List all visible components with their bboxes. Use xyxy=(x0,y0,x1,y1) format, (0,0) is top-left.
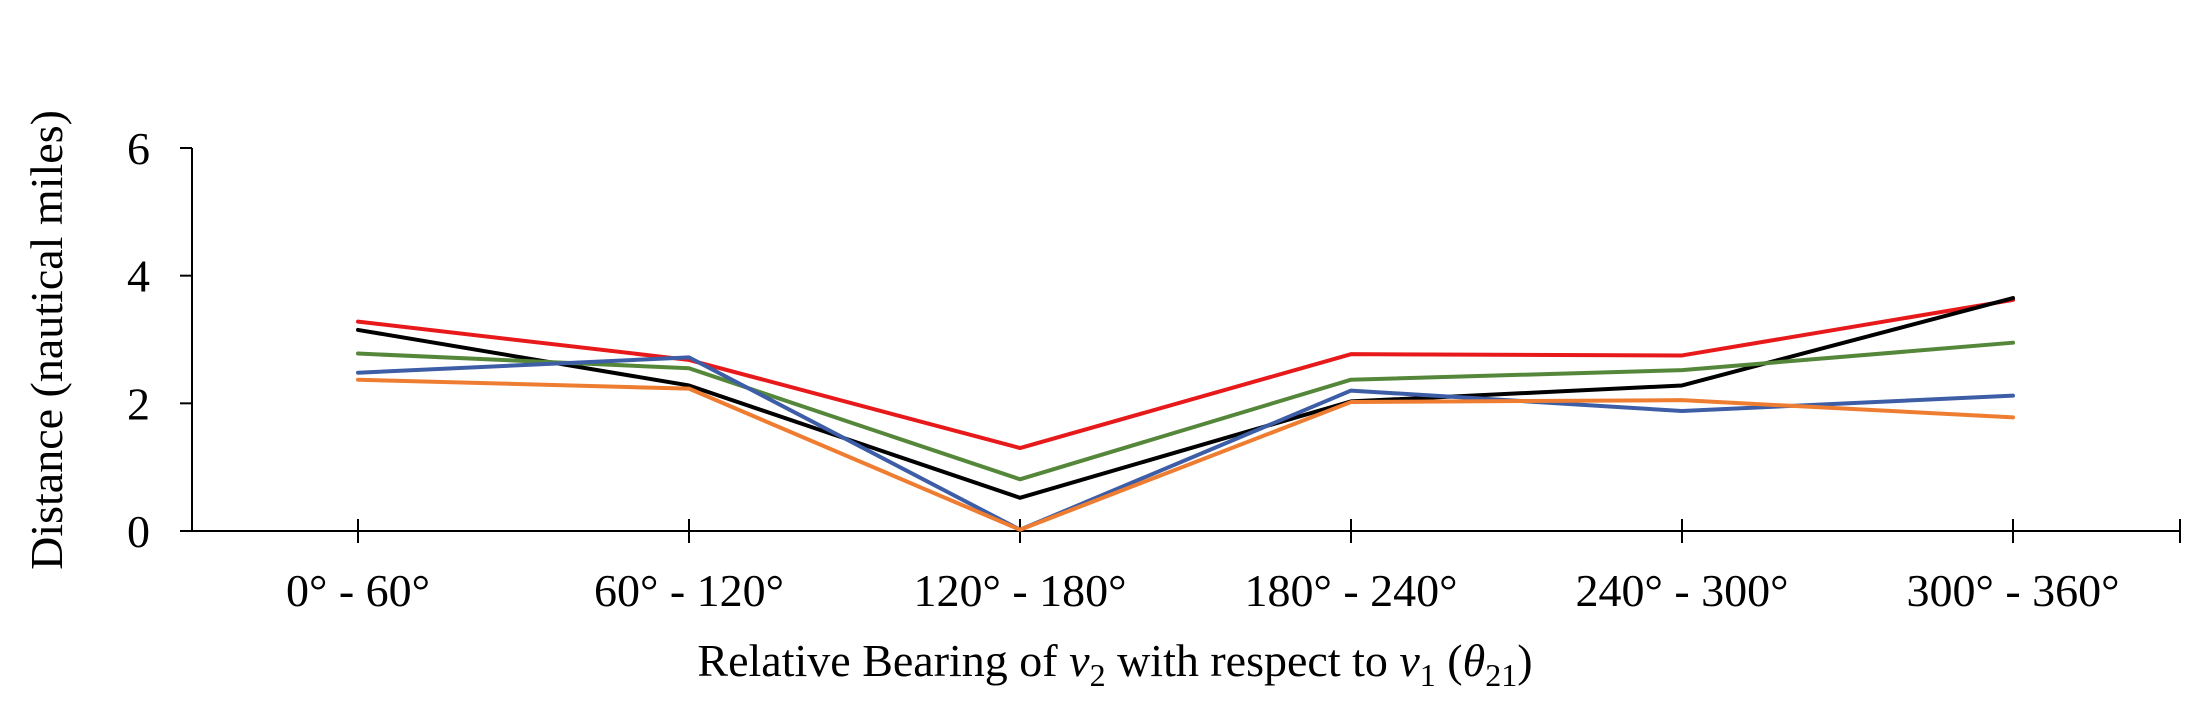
x-title-v1-subscript: 1 xyxy=(1420,657,1436,693)
x-tick-label: 0° - 60° xyxy=(286,565,430,616)
series-line-1 xyxy=(356,297,2015,451)
x-title-theta-subscript: 21 xyxy=(1485,657,1517,693)
x-title-v1: v xyxy=(1399,635,1420,686)
series-layer xyxy=(356,296,2015,532)
labels: 0 2 4 6 0° - 60° 60° - 120° 120° - 180° 180° - … xyxy=(127,123,2120,616)
x-title-mid: with respect to xyxy=(1106,635,1400,686)
series-line-4 xyxy=(356,355,2015,532)
series-line-5 xyxy=(356,377,2015,532)
x-title-prefix: Relative Bearing of xyxy=(697,635,1069,686)
y-tick-label: 0 xyxy=(127,506,150,557)
x-title-theta: θ xyxy=(1463,635,1486,686)
x-tick-label: 60° - 120° xyxy=(594,565,784,616)
y-tick-label: 6 xyxy=(127,123,150,174)
x-title-paren-close: ) xyxy=(1517,635,1532,686)
axes xyxy=(180,147,2181,543)
x-title-paren-open: ( xyxy=(1436,635,1463,686)
x-tick-label: 300° - 360° xyxy=(1906,565,2119,616)
x-axis-title: Relative Bearing of v2 with respect to v… xyxy=(697,635,1532,693)
x-title-v2: v xyxy=(1069,635,1090,686)
y-tick-label: 2 xyxy=(127,378,150,429)
x-tick-label: 120° - 180° xyxy=(913,565,1126,616)
series-line-2 xyxy=(356,296,2015,500)
x-tick-label: 240° - 300° xyxy=(1575,565,1788,616)
y-tick-label: 4 xyxy=(127,251,150,302)
y-axis-title: Distance (nautical miles) xyxy=(21,110,72,570)
series-line-3 xyxy=(356,340,2015,482)
x-tick-label: 180° - 240° xyxy=(1244,565,1457,616)
x-title-v2-subscript: 2 xyxy=(1090,657,1106,693)
